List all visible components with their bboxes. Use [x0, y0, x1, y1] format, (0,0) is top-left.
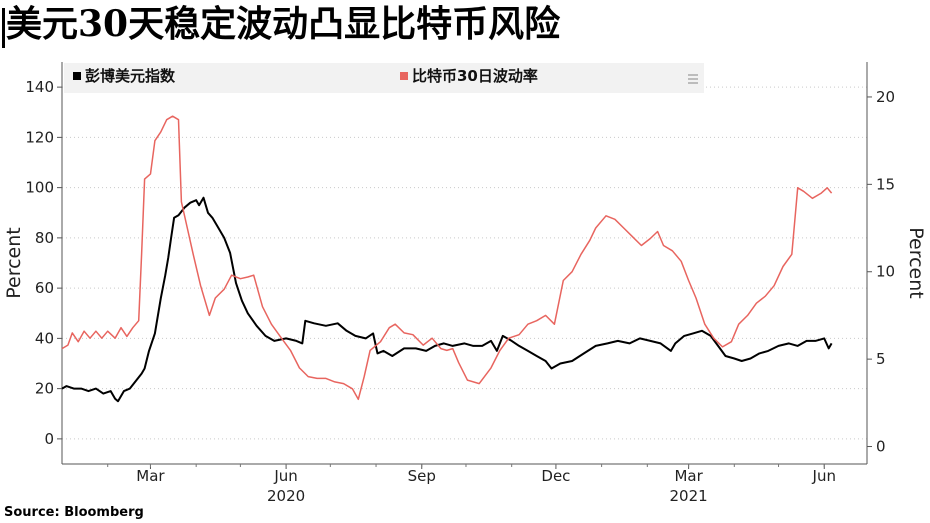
x-tick-label: Jun: [273, 467, 297, 485]
left-tick-label: 140: [25, 78, 54, 96]
x-tick-label: Mar: [136, 467, 165, 485]
legend-menu-icon[interactable]: [688, 74, 698, 84]
x-tick-label: Sep: [408, 467, 436, 485]
series-line-bitcoin-volatility: [61, 115, 833, 401]
left-tick-label: 0: [44, 430, 54, 448]
right-tick-label: 20: [876, 88, 895, 106]
right-tick-label: 5: [876, 350, 886, 368]
x-year-label: 2020: [267, 487, 305, 505]
x-year-label: 2021: [670, 487, 708, 505]
right-axis-label: Percent: [905, 227, 927, 299]
left-tick-label: 20: [35, 380, 54, 398]
x-tick-label: Dec: [541, 467, 570, 485]
left-tick-label: 100: [25, 179, 54, 197]
legend-swatch-dollar-index: [73, 72, 81, 80]
left-tick-label: 120: [25, 128, 54, 146]
left-axis-label: Percent: [3, 227, 25, 299]
series-line-dollar-index: [61, 196, 833, 403]
axes-layer: 0 20 40 60 80 100 120 140 0 5 10 15 20 Mar Jun Sep Dec Ma…: [25, 62, 895, 505]
right-tick-label: 15: [876, 175, 895, 193]
plot-background: [62, 62, 867, 464]
legend-swatch-bitcoin-volatility: [400, 72, 408, 80]
legend-label-bitcoin-volatility: 比特币30日波动率: [412, 67, 538, 85]
legend-background: [64, 63, 704, 93]
right-tick-label: 0: [876, 438, 886, 456]
legend-label-dollar-index: 彭博美元指数: [85, 67, 176, 85]
left-tick-label: 60: [35, 279, 54, 297]
right-tick-label: 10: [876, 263, 895, 281]
title-accent-bar: [2, 8, 5, 48]
x-tick-label: Jun: [812, 467, 836, 485]
left-tick-label: 40: [35, 329, 54, 347]
source-note: Source: Bloomberg: [4, 505, 144, 520]
x-tick-label: Mar: [674, 467, 703, 485]
series-layer: [61, 115, 833, 403]
left-tick-label: 80: [35, 229, 54, 247]
page-title: 美元30天稳定波动凸显比特币风险: [6, 3, 561, 45]
